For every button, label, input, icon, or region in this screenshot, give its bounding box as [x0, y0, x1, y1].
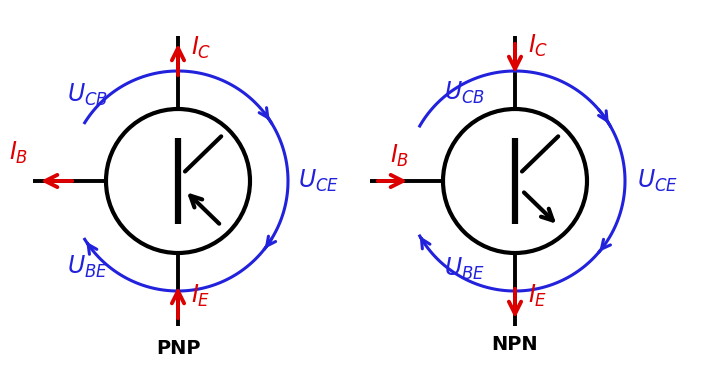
Text: $U_{CE}$: $U_{CE}$ [637, 168, 678, 194]
Text: $U_{BE}$: $U_{BE}$ [445, 256, 486, 282]
Text: $U_{CB}$: $U_{CB}$ [68, 82, 109, 108]
Text: $I_C$: $I_C$ [528, 33, 549, 59]
Text: NPN: NPN [491, 335, 538, 354]
Text: $I_E$: $I_E$ [191, 283, 210, 309]
Text: $I_B$: $I_B$ [8, 140, 28, 166]
Text: $I_B$: $I_B$ [390, 143, 409, 169]
Text: $U_{BE}$: $U_{BE}$ [68, 254, 109, 280]
Text: $I_C$: $I_C$ [191, 35, 211, 61]
Text: $U_{CB}$: $U_{CB}$ [444, 80, 486, 106]
Text: $I_E$: $I_E$ [528, 283, 547, 309]
Text: $U_{CE}$: $U_{CE}$ [298, 168, 339, 194]
Text: PNP: PNP [156, 338, 201, 358]
